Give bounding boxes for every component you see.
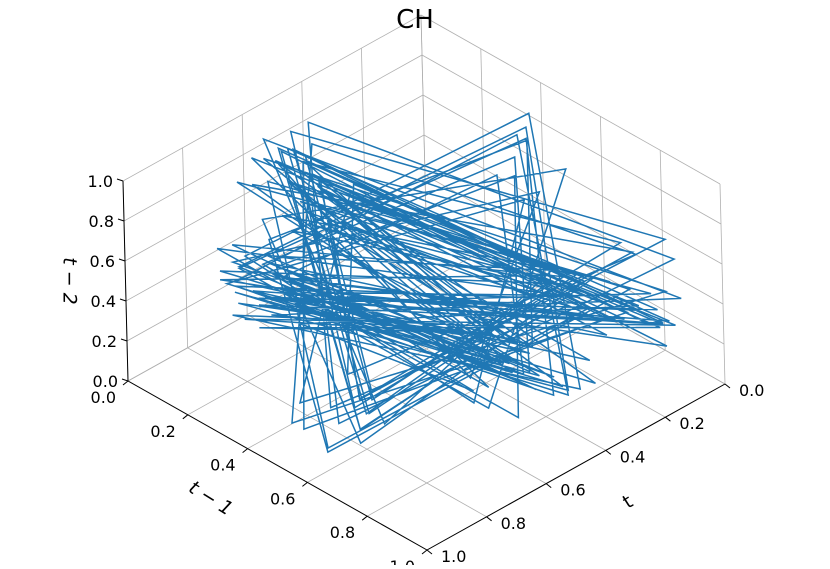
y-tick-mark [302,482,308,487]
x-tick-label: 0.4 [620,447,645,466]
x-tick-label: 0.0 [739,381,764,400]
series-layer [216,112,682,454]
axis-lines [116,178,731,555]
wall-grid-horizontal [421,54,722,225]
z-tick-mark [117,218,125,222]
z-tick-label: 0.2 [92,332,117,351]
y-tick-mark [122,380,129,386]
x-tick-label: 0.6 [560,481,585,500]
wall-grid-horizontal [123,54,423,222]
z-tick-mark [118,258,126,262]
wall-grid-vertical [600,116,606,317]
x-axis-line [426,383,726,551]
z-axis-label: t − 2 [59,257,81,305]
y-tick-mark [242,448,248,453]
x-tick-label: 0.8 [501,514,526,533]
x-tick-mark [724,383,731,389]
series-line [216,112,682,454]
y-tick-mark [361,515,368,521]
x-tick-label: 1.0 [441,547,466,565]
wall-grid-horizontal [423,134,724,305]
z-tick-mark [120,338,128,342]
z-tick-label: 0.0 [93,372,118,391]
y-axis-label: t − 1 [185,476,237,520]
wall-grid-vertical [719,183,726,385]
wall-pane-t1-0 [123,15,426,381]
wall-grid-vertical [659,150,666,351]
y-tick-label: 0.0 [91,388,116,407]
y-tick-label: 1.0 [390,557,415,565]
x-tick-mark [665,416,671,422]
z-tick-mark [119,298,127,302]
y-tick-label: 0.8 [330,523,355,542]
z-tick-label: 0.6 [90,252,115,271]
y-tick-mark [182,414,189,420]
wall-grid-horizontal [124,94,424,262]
wall-grid-vertical [420,14,427,216]
wall-grid-horizontal [122,14,422,182]
z-axis-line [122,180,129,382]
z-tick-label: 0.4 [91,292,116,311]
y-tick-label: 0.2 [150,422,175,441]
wall-grid-horizontal [424,174,725,345]
z-tick-label: 0.8 [89,212,114,231]
wall-grid-vertical [480,48,487,249]
tick-labels: 0.00.00.00.20.20.20.40.40.40.60.60.60.80… [88,172,765,569]
floor-grid-x [187,347,487,518]
y-tick-mark [421,549,428,555]
wall-grid-vertical [540,82,546,283]
x-tick-mark [545,483,552,488]
floor-grid-y [367,349,666,517]
chart-title: CH [396,5,434,35]
wall-grid-vertical [241,114,248,315]
y-axis-line [127,380,428,551]
wall-pane-t0 [421,15,725,384]
y-tick-label: 0.4 [210,456,235,475]
x-tick-label: 0.2 [679,414,704,433]
wall-grid-horizontal [422,94,723,265]
z-tick-label: 1.0 [88,172,113,191]
z-tick-mark [121,378,129,382]
x-tick-mark [605,450,612,455]
x-tick-mark [486,516,492,522]
z-tick-mark [116,178,124,182]
y-tick-label: 0.6 [270,489,295,508]
wall-grid-vertical [361,48,367,249]
x-axis-label: t [619,491,637,514]
floor-grid-y [307,316,606,483]
x-tick-mark [426,549,433,555]
wall-grid-horizontal [420,14,721,185]
wall-grid-vertical [182,147,188,348]
